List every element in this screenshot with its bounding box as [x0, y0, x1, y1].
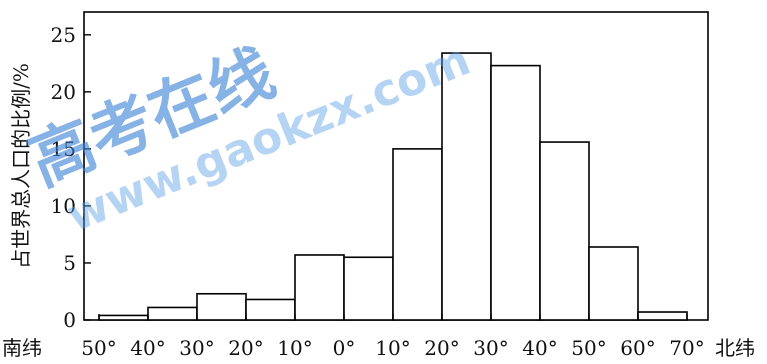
bars-group: [98, 52, 688, 321]
histogram-bar: [637, 311, 688, 321]
x-tick-label: 30°: [473, 336, 508, 360]
y-tick-label: 10: [51, 194, 76, 218]
histogram-bar: [294, 254, 345, 321]
x-axis-label-right: 北纬: [715, 336, 755, 360]
x-tick-label: 20°: [424, 336, 459, 360]
y-tick-label: 25: [51, 23, 76, 47]
y-axis-ticks: 0 5 10 15 20 25: [51, 23, 91, 332]
histogram-bar: [196, 292, 247, 321]
histogram-bar: [343, 256, 394, 321]
y-tick-label: 15: [51, 137, 76, 161]
x-tick-label: 10°: [277, 336, 312, 360]
histogram-bar: [98, 314, 149, 321]
histogram-bar: [539, 141, 590, 321]
x-axis-label-left: 南纬: [2, 336, 42, 360]
x-tick-label: 30°: [179, 336, 214, 360]
x-tick-label: 20°: [228, 336, 263, 360]
x-tick-label: 60°: [620, 336, 655, 360]
x-tick-label: 50°: [81, 336, 116, 360]
x-tick-label: 40°: [522, 336, 557, 360]
y-tick-label: 5: [63, 251, 76, 275]
x-tick-label: 0°: [333, 336, 356, 360]
x-tick-label: 10°: [375, 336, 410, 360]
y-tick-label: 0: [63, 308, 76, 332]
histogram-bar: [588, 246, 639, 321]
y-tick-label: 20: [51, 80, 76, 104]
x-axis-ticks: 50° 40° 30° 20° 10° 0° 10° 20° 30° 40° 50° 60° 70°: [81, 314, 705, 360]
x-tick-label: 70°: [669, 336, 704, 360]
histogram-bar: [147, 306, 198, 321]
x-tick-label: 50°: [571, 336, 606, 360]
y-axis-label: 占世界总人口的比例/%: [9, 63, 33, 269]
histogram-bar: [245, 298, 296, 321]
x-tick-label: 40°: [130, 336, 165, 360]
histogram-bar: [441, 52, 492, 321]
histogram-bar: [490, 64, 541, 321]
histogram-bar: [392, 148, 443, 321]
